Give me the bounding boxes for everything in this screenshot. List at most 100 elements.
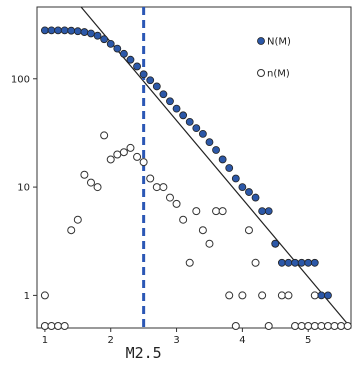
legend-N-marker [257,37,265,45]
n-zero-point [47,322,56,330]
N-point [126,55,135,64]
x-tick-label: 1 [42,335,48,346]
n-point [172,199,181,208]
N-point [152,82,161,91]
n-zero-point [264,322,273,330]
N-point [172,104,181,113]
n-point [225,291,234,300]
n-zero-point [297,322,306,330]
n-zero-point [231,322,240,330]
N-point [146,76,155,85]
n-zero-point [304,322,313,330]
n-point [251,258,260,267]
N-point [119,49,128,58]
N-point [113,44,122,53]
n-point [192,207,201,216]
N-point [73,27,82,36]
n-zero-point [54,322,63,330]
N-point [264,207,273,216]
N-point [93,31,102,40]
n-point [113,150,122,159]
N-point [47,26,56,35]
n-zero-point [310,322,319,330]
n-point [218,207,227,216]
N-point [251,193,260,202]
n-point [179,215,188,224]
N-point [40,26,49,35]
x-tick-label: 4 [239,335,245,346]
y-tick-label: 1 [24,291,30,302]
N-point [304,258,313,267]
legend-N-label: N(M) [267,37,291,48]
N-point [192,124,201,133]
N-point [54,26,62,35]
n-zero-point [323,322,332,330]
x-tick-label: 5 [305,335,311,346]
n-point [40,291,49,300]
N-point [310,258,319,267]
n-point [159,183,168,192]
n-point [238,291,247,300]
n-point [67,226,76,235]
N-point [277,258,286,267]
n-zero-point [60,322,69,330]
N-point [212,146,220,154]
n-zero-point [291,322,300,330]
N-point [245,188,253,196]
N-point [100,35,109,44]
N-point [258,207,267,216]
n-point [212,207,221,216]
legend-n-label: n(M) [267,69,290,80]
n-zero-point [343,322,352,330]
N-point [291,258,299,267]
N-point [179,111,188,120]
x-tick-label: 3 [173,335,179,346]
n-point [73,215,82,224]
n-point [86,178,95,187]
n-point [198,226,207,235]
n-point [133,152,142,161]
x-tick-label: 2 [108,335,114,346]
n-point [205,239,214,248]
N-point [106,39,115,48]
n-point [80,170,89,179]
N-point [284,258,293,267]
legend-n-marker [257,69,265,77]
N-point [67,26,76,35]
n-point [165,193,174,202]
N-point [80,28,89,36]
plot-frame [36,6,352,329]
n-point [139,158,148,167]
N-point [271,239,280,248]
y-tick-label: 100 [11,74,30,85]
N-point [324,291,332,300]
y-tick-label: 10 [17,183,30,194]
N-point [317,291,326,300]
N-point [166,97,174,106]
n-zero-point [317,322,326,330]
n-point [106,155,115,164]
N-point [133,62,141,71]
N-point [87,29,95,38]
N-point [139,70,148,79]
N-point [238,183,247,191]
N-point [225,164,234,172]
N-point [297,258,306,267]
n-zero-point [330,322,339,330]
N-point [60,26,69,35]
N-point [218,155,227,164]
magnitude-marker-label: M2.5 [126,344,162,362]
N-point [198,129,207,138]
n-point [277,291,286,300]
n-zero-point [337,322,346,330]
fit-line [80,6,352,329]
n-point [93,183,102,192]
N-point [231,174,240,183]
n-point [119,148,128,157]
n-zero-point [40,322,49,330]
n-point [126,143,135,152]
N-point [185,117,194,126]
N-point [159,90,168,99]
n-point [310,291,319,300]
